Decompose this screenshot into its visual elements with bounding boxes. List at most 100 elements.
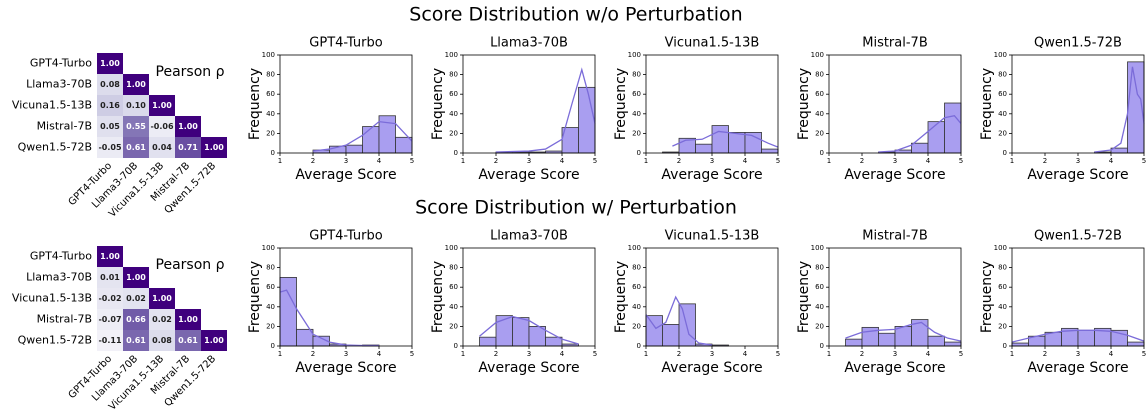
figure-title: Score Distribution w/o Perturbation [409, 4, 742, 26]
y-tick-label: 0 [454, 342, 458, 350]
cell-label: -0.06 [150, 122, 173, 131]
y-tick-label: 80 [632, 71, 641, 79]
row-label: GPT4-Turbo [30, 57, 92, 70]
y-axis-label: Frequency [796, 261, 812, 333]
cell-label: 1.00 [100, 59, 120, 68]
histogram-bar [296, 328, 314, 347]
row-label: Qwen1.5-72B [18, 141, 92, 154]
x-tick-label: 1 [1010, 157, 1014, 165]
chart-title: Vicuna1.5-13B [665, 229, 760, 244]
histogram-bar [711, 125, 729, 154]
cell-label: -0.11 [98, 336, 121, 345]
cell-label: 1.00 [204, 143, 224, 152]
x-axis-label: Average Score [478, 360, 579, 376]
cell-label: 0.66 [126, 315, 146, 324]
y-tick-label: 20 [998, 322, 1007, 330]
cell-label: 0.55 [126, 122, 146, 131]
row-label: Vicuna1.5-13B [12, 99, 92, 112]
cell-label: 1.00 [178, 122, 198, 131]
x-tick-label: 5 [959, 350, 963, 358]
cell-label: 0.02 [152, 315, 172, 324]
y-tick-label: 80 [449, 71, 458, 79]
chart-title: Qwen1.5-72B [1034, 229, 1122, 244]
x-axis-label: Average Score [661, 360, 762, 376]
y-tick-label: 40 [998, 303, 1007, 311]
heatmap-cell [175, 330, 201, 351]
cell-label: 0.01 [100, 273, 120, 282]
y-tick-label: 80 [266, 71, 275, 79]
x-tick-label: 1 [644, 157, 648, 165]
histogram-bar [1077, 329, 1095, 347]
y-tick-label: 100 [811, 244, 824, 252]
y-tick-label: 60 [632, 90, 641, 98]
histogram-bar [944, 341, 962, 347]
kde-line [312, 120, 413, 152]
histogram-bar [927, 121, 945, 154]
x-tick-label: 1 [461, 157, 465, 165]
heatmap-cell [97, 53, 123, 74]
y-tick-label: 100 [262, 244, 275, 252]
row-label: Mistral-7B [37, 120, 92, 133]
x-tick-label: 5 [776, 350, 780, 358]
heatmap-cell [123, 267, 149, 288]
cell-label: 1.00 [152, 294, 172, 303]
x-tick-label: 3 [1076, 157, 1080, 165]
x-tick-label: 2 [494, 350, 498, 358]
cell-label: -0.02 [98, 294, 121, 303]
cell-label: 0.08 [152, 336, 172, 345]
y-tick-label: 100 [994, 244, 1007, 252]
heatmap-cell [97, 246, 123, 267]
cell-label: 1.00 [100, 252, 120, 261]
heatmap-cell [97, 330, 123, 351]
y-tick-label: 80 [998, 71, 1007, 79]
chart-title: Llama3-70B [490, 229, 568, 244]
heatmap-cell [123, 116, 149, 137]
row-label: Vicuna1.5-13B [12, 292, 92, 305]
histogram-bar [1127, 341, 1145, 347]
kde-line [645, 295, 713, 346]
histogram-bar [894, 325, 912, 347]
y-tick-label: 60 [449, 283, 458, 291]
x-tick-label: 1 [278, 350, 282, 358]
cell-label: 0.10 [126, 101, 146, 110]
histogram-bar [279, 276, 297, 347]
cell-label: 1.00 [126, 273, 146, 282]
x-tick-label: 5 [410, 350, 414, 358]
cell-label: 1.00 [204, 336, 224, 345]
y-tick-label: 100 [811, 51, 824, 59]
heatmap-cell [149, 137, 175, 158]
y-tick-label: 20 [815, 129, 824, 137]
y-tick-label: 100 [445, 244, 458, 252]
figure-title: Score Distribution w/ Perturbation [415, 197, 737, 219]
heatmap-cell [97, 267, 123, 288]
y-tick-label: 60 [815, 90, 824, 98]
heatmap-cell [175, 137, 201, 158]
y-tick-label: 60 [998, 90, 1007, 98]
row-label: Mistral-7B [37, 313, 92, 326]
y-tick-label: 80 [632, 264, 641, 272]
chart-title: Qwen1.5-72B [1034, 36, 1122, 51]
histogram-bar [578, 86, 596, 154]
kde-line [479, 315, 579, 345]
x-tick-label: 2 [860, 157, 864, 165]
heatmap-cell [123, 95, 149, 116]
y-tick-label: 100 [628, 51, 641, 59]
y-tick-label: 40 [632, 303, 641, 311]
y-tick-label: 60 [632, 283, 641, 291]
x-tick-label: 2 [311, 157, 315, 165]
y-tick-label: 80 [449, 264, 458, 272]
y-tick-label: 60 [449, 90, 458, 98]
cell-label: 1.00 [126, 80, 146, 89]
x-tick-label: 3 [1076, 350, 1080, 358]
y-tick-label: 0 [637, 342, 641, 350]
kde-line [845, 321, 962, 342]
x-tick-label: 1 [827, 350, 831, 358]
y-tick-label: 0 [820, 342, 824, 350]
histogram-bar [927, 335, 945, 347]
histogram-bar [1011, 342, 1029, 347]
heatmap-cell [149, 330, 175, 351]
cell-label: 0.71 [178, 143, 198, 152]
y-tick-label: 60 [815, 283, 824, 291]
cell-label: 0.16 [100, 101, 120, 110]
